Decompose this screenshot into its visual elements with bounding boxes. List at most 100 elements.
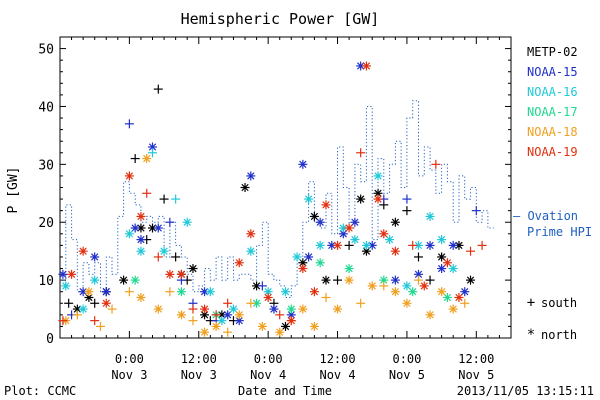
star-marker-stroke xyxy=(281,322,290,331)
data-point xyxy=(431,159,441,169)
data-point xyxy=(136,235,146,245)
data-point xyxy=(188,264,198,274)
ovation-step-line xyxy=(60,100,494,298)
star-marker-stroke xyxy=(299,264,307,273)
star-marker-stroke xyxy=(443,259,452,267)
data-point xyxy=(136,246,146,256)
star-marker-stroke xyxy=(380,276,388,284)
data-point xyxy=(211,310,221,320)
satellite-data-points xyxy=(58,61,487,337)
star-marker-stroke xyxy=(252,282,261,290)
data-point xyxy=(448,240,458,250)
data-point xyxy=(315,240,325,250)
data-point xyxy=(200,327,210,337)
data-point xyxy=(159,194,169,204)
star-marker-stroke xyxy=(374,195,382,203)
star-marker-stroke xyxy=(125,172,134,180)
star-marker-stroke xyxy=(328,241,336,250)
legend-entry: NOAA-18 xyxy=(527,125,578,139)
data-point xyxy=(321,200,331,210)
data-point xyxy=(275,327,285,337)
data-point xyxy=(448,304,458,314)
data-point xyxy=(361,240,371,250)
star-marker-stroke xyxy=(362,241,371,250)
star-marker-stroke xyxy=(351,235,359,244)
y-tick-label: 0 xyxy=(46,332,54,347)
data-point xyxy=(130,154,140,164)
star-marker-stroke xyxy=(177,311,186,319)
star-marker-stroke xyxy=(316,241,324,250)
star-marker-stroke xyxy=(79,305,87,313)
legend-entry: NOAA-19 xyxy=(527,145,578,159)
star-marker-stroke xyxy=(316,218,324,226)
data-point xyxy=(437,287,447,297)
data-point xyxy=(286,316,296,326)
ovation-label: Prime HPI xyxy=(527,225,592,239)
data-point xyxy=(408,240,418,250)
star-marker-stroke xyxy=(79,288,87,296)
star-marker-stroke xyxy=(391,276,400,284)
y-tick-label: 10 xyxy=(38,274,54,289)
data-point xyxy=(321,292,331,302)
star-marker-stroke xyxy=(160,247,168,255)
star-marker-stroke xyxy=(310,322,319,331)
star-marker-stroke xyxy=(276,328,284,336)
star-marker-stroke xyxy=(345,276,353,284)
data-point xyxy=(350,217,360,227)
star-marker-stroke xyxy=(449,264,457,273)
data-point xyxy=(298,264,308,274)
data-point xyxy=(373,171,383,181)
star-marker-stroke xyxy=(310,288,319,296)
data-point xyxy=(182,217,192,227)
data-point xyxy=(402,206,412,216)
star-marker-stroke xyxy=(102,299,110,307)
star-marker-stroke xyxy=(73,305,82,313)
star-marker-stroke xyxy=(131,276,139,284)
data-point xyxy=(234,258,244,268)
data-point xyxy=(58,316,68,326)
star-marker-stroke xyxy=(85,293,93,302)
star-marker-stroke xyxy=(287,305,295,313)
data-point xyxy=(408,287,418,297)
data-point xyxy=(153,223,163,233)
star-marker-stroke xyxy=(391,218,400,226)
data-point xyxy=(413,275,423,285)
data-point xyxy=(153,304,163,314)
data-point xyxy=(165,217,175,227)
x-tick-time-label: 12:00 xyxy=(319,352,355,366)
data-point xyxy=(413,252,423,262)
x-tick-date-label: Nov 3 xyxy=(181,368,217,382)
data-point xyxy=(315,217,325,227)
data-point xyxy=(223,327,233,337)
data-point xyxy=(130,275,140,285)
y-axis: 0 10 20 30 40 50 xyxy=(38,36,511,347)
data-point xyxy=(460,287,470,297)
data-point xyxy=(136,292,146,302)
data-point xyxy=(217,316,227,326)
data-point xyxy=(119,275,129,285)
star-marker-stroke xyxy=(437,253,446,261)
star-marker-stroke xyxy=(235,316,243,325)
star-marker-stroke xyxy=(380,230,388,238)
star-marker-stroke xyxy=(299,160,307,169)
star-marker-stroke xyxy=(62,282,70,290)
data-point xyxy=(466,275,476,285)
data-point xyxy=(419,281,429,291)
star-marker-stroke xyxy=(247,230,255,238)
star-marker-stroke xyxy=(59,270,67,278)
star-marker-stroke xyxy=(235,311,243,319)
data-point xyxy=(471,206,481,216)
data-point xyxy=(379,229,389,239)
legend-entry: NOAA-16 xyxy=(527,85,578,99)
data-point xyxy=(263,292,273,302)
star-marker-stroke xyxy=(426,212,434,221)
marker-label: north xyxy=(541,328,577,342)
x-tick-date-label: Nov 4 xyxy=(319,368,355,382)
star-marker-stroke xyxy=(148,224,157,232)
star-marker-stroke xyxy=(374,172,382,180)
star-marker-stroke xyxy=(403,299,411,307)
data-point xyxy=(107,304,117,314)
data-point xyxy=(165,287,175,297)
star-marker-stroke xyxy=(224,311,232,319)
data-point xyxy=(466,246,476,256)
